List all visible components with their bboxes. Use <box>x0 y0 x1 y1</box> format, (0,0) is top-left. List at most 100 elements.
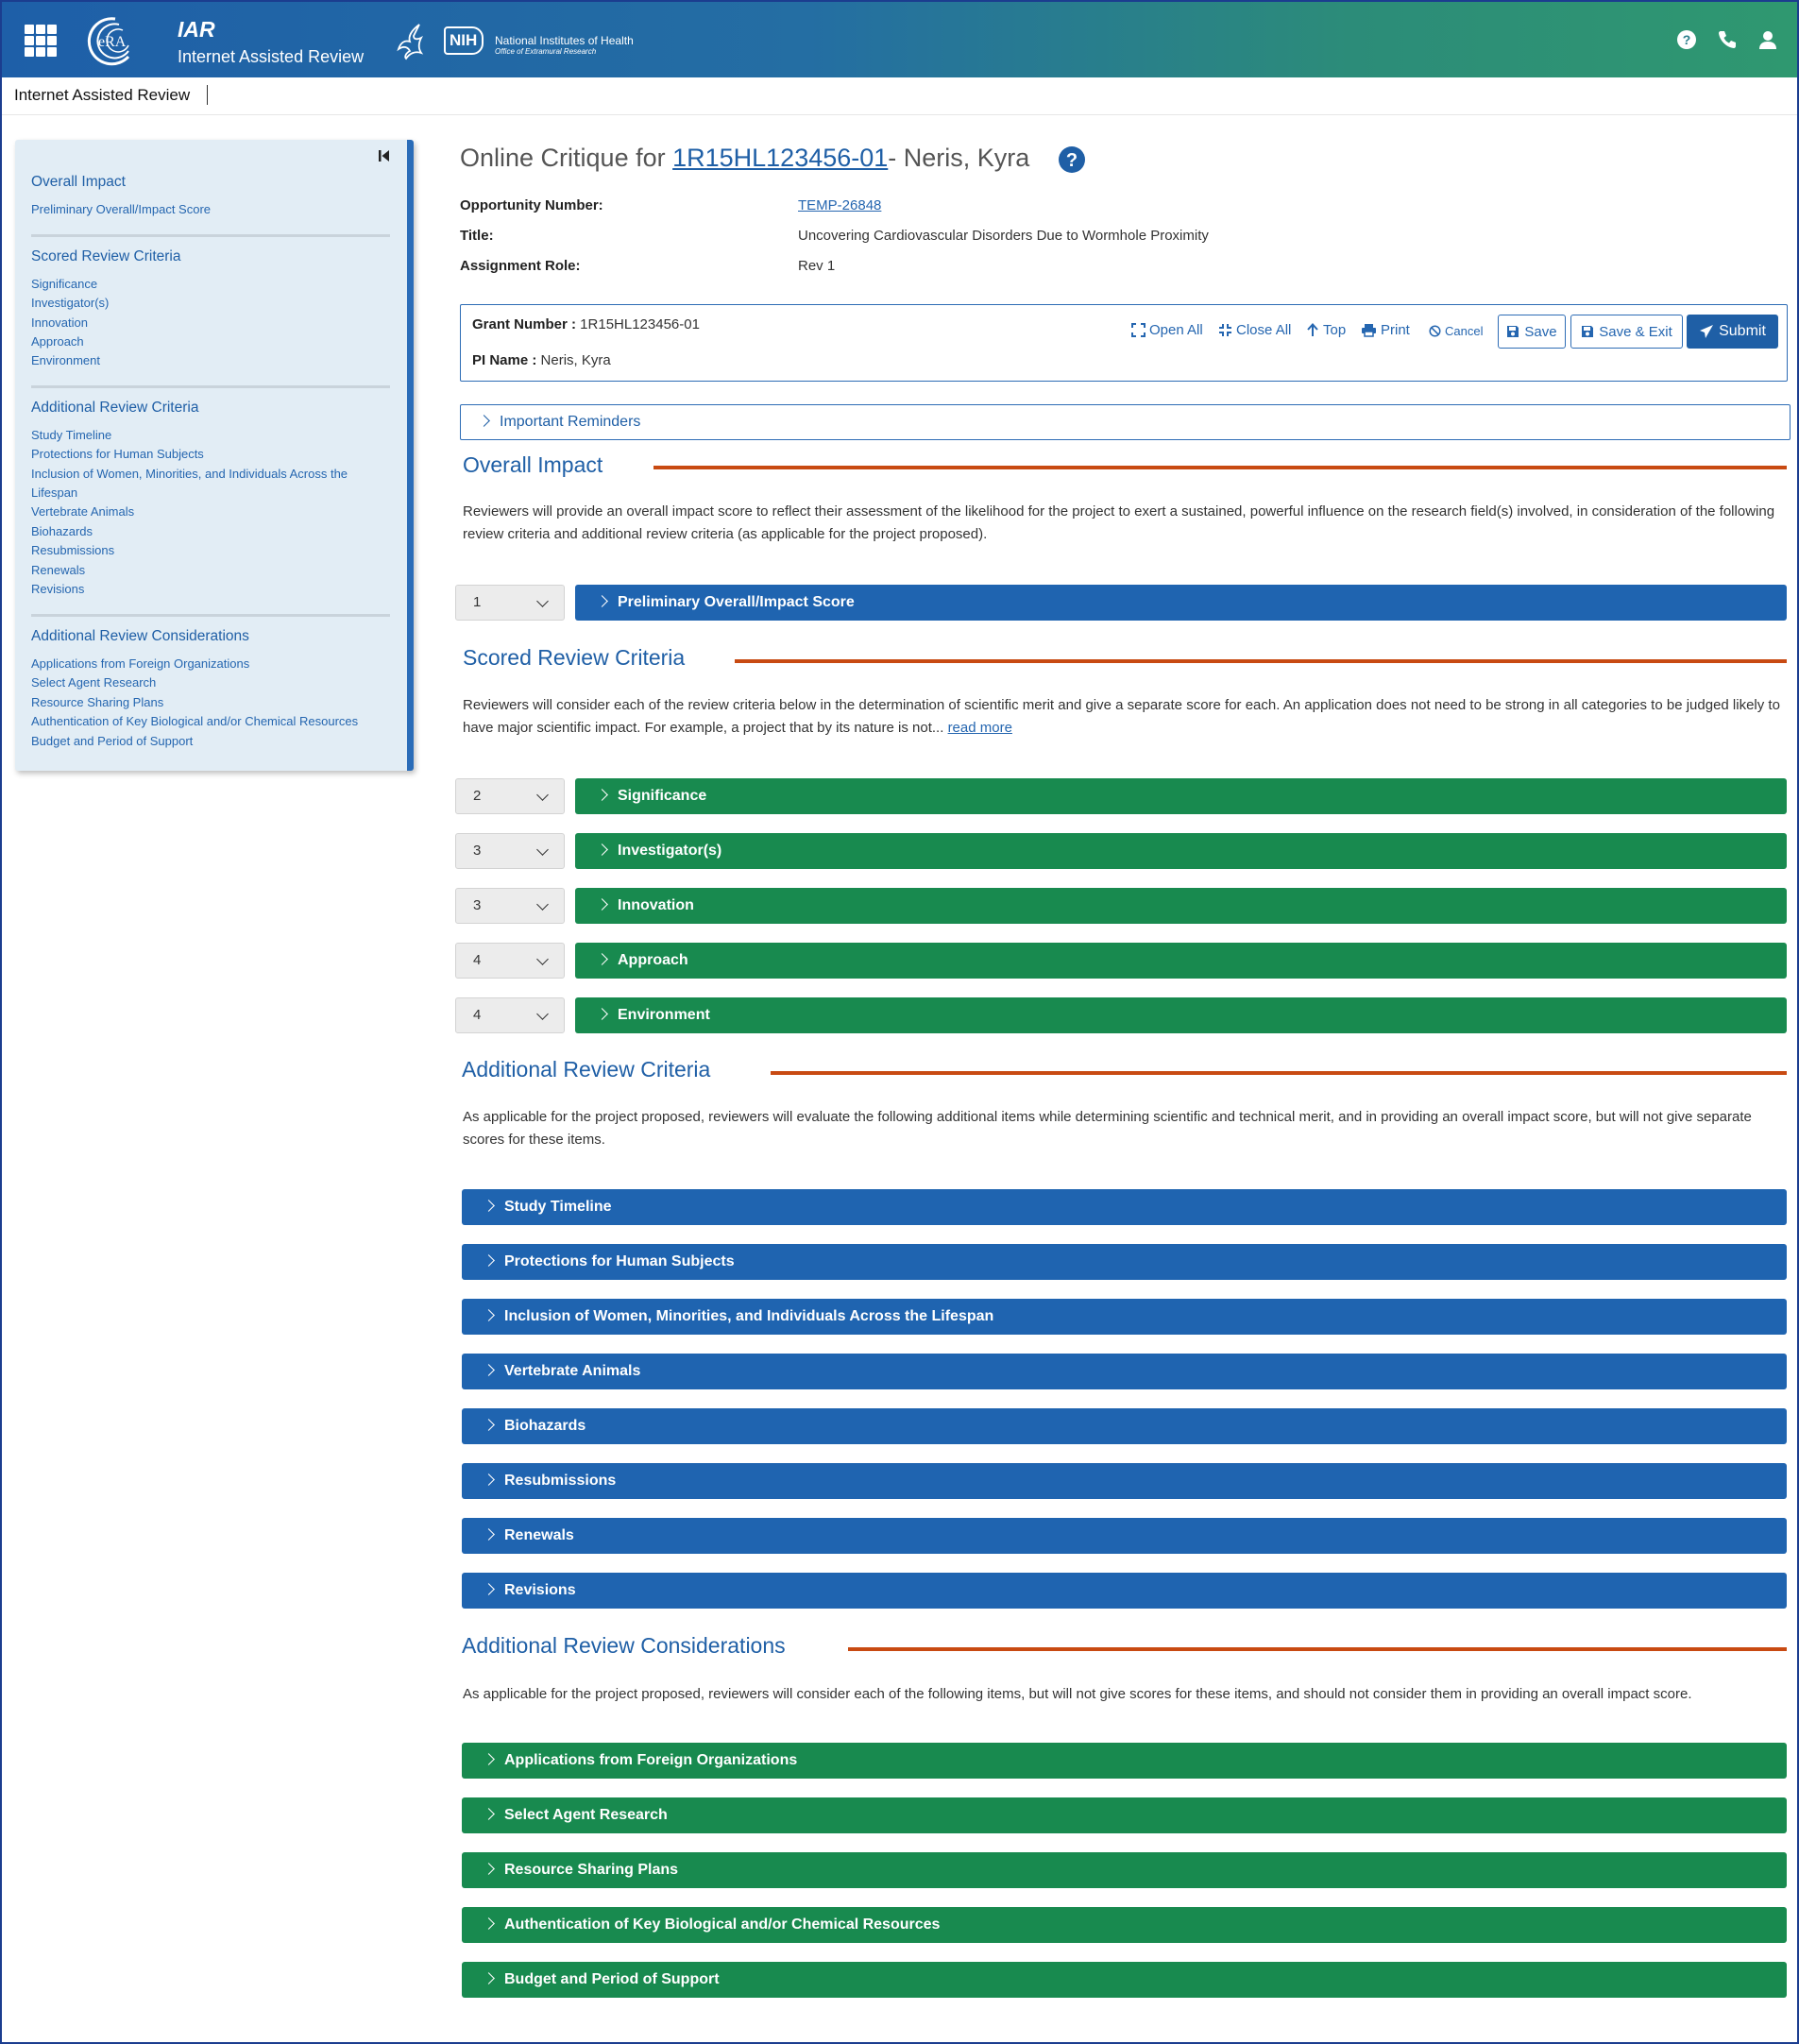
foreign-orgs-accordion[interactable]: Applications from Foreign Organizations <box>462 1743 1787 1779</box>
sub-header: Internet Assisted Review <box>2 77 1797 115</box>
help-icon[interactable]: ? <box>1675 28 1698 51</box>
phone-icon[interactable] <box>1716 28 1739 51</box>
sidebar-link-authentication[interactable]: Authentication of Key Biological and/or … <box>31 714 359 728</box>
foreign-orgs-label: Applications from Foreign Organizations <box>504 1752 798 1768</box>
sidebar-link-resource-sharing[interactable]: Resource Sharing Plans <box>31 695 164 709</box>
save-button[interactable]: Save <box>1498 315 1566 349</box>
sidebar-link-vertebrate-animals[interactable]: Vertebrate Animals <box>31 504 135 519</box>
chevron-right-icon <box>483 1972 495 1984</box>
budget-accordion[interactable]: Budget and Period of Support <box>462 1962 1787 1998</box>
save-exit-button[interactable]: Save & Exit <box>1570 315 1683 349</box>
sidebar-link-revisions[interactable]: Revisions <box>31 582 85 596</box>
sidebar-link-preliminary-score[interactable]: Preliminary Overall/Impact Score <box>31 202 211 216</box>
resource-sharing-accordion[interactable]: Resource Sharing Plans <box>462 1852 1787 1888</box>
inclusion-accordion[interactable]: Inclusion of Women, Minorities, and Indi… <box>462 1299 1787 1335</box>
submit-button[interactable]: Submit <box>1687 315 1778 349</box>
subbar-separator <box>207 85 208 105</box>
biohazards-accordion[interactable]: Biohazards <box>462 1408 1787 1444</box>
sidebar-link-study-timeline[interactable]: Study Timeline <box>31 428 112 442</box>
chevron-right-icon <box>596 898 608 911</box>
sidebar-divider <box>31 385 390 388</box>
investigators-score-select[interactable]: 3 <box>455 833 565 869</box>
renewals-accordion[interactable]: Renewals <box>462 1518 1787 1554</box>
important-reminders-accordion[interactable]: Important Reminders <box>460 404 1791 440</box>
chevron-down-icon <box>536 789 549 801</box>
sidebar-link-biohazards[interactable]: Biohazards <box>31 524 93 538</box>
investigators-accordion[interactable]: Investigator(s) <box>575 833 1787 869</box>
preliminary-score-accordion[interactable]: Preliminary Overall/Impact Score <box>575 585 1787 621</box>
chevron-right-icon <box>483 1808 495 1820</box>
human-subjects-accordion[interactable]: Protections for Human Subjects <box>462 1244 1787 1280</box>
chevron-right-icon <box>483 1917 495 1930</box>
section-divider <box>653 466 1787 469</box>
sidebar-section-considerations[interactable]: Additional Review Considerations <box>31 628 249 644</box>
significance-accordion[interactable]: Significance <box>575 778 1787 814</box>
cancel-button[interactable]: Cancel <box>1429 324 1483 338</box>
sidebar-link-investigators[interactable]: Investigator(s) <box>31 296 110 310</box>
sidebar-link-approach[interactable]: Approach <box>31 334 84 349</box>
sidebar-divider <box>31 234 390 237</box>
role-value: Rev 1 <box>798 258 836 274</box>
vertebrate-animals-accordion[interactable]: Vertebrate Animals <box>462 1354 1787 1389</box>
sidebar-section-additional-criteria[interactable]: Additional Review Criteria <box>31 400 199 416</box>
resubmissions-accordion[interactable]: Resubmissions <box>462 1463 1787 1499</box>
sidebar-link-select-agent[interactable]: Select Agent Research <box>31 675 157 690</box>
top-button[interactable]: Top <box>1306 322 1346 338</box>
chevron-right-icon <box>483 1254 495 1267</box>
collapse-sidebar-icon[interactable] <box>376 147 393 164</box>
sidebar-link-human-subjects[interactable]: Protections for Human Subjects <box>31 447 204 461</box>
page-title-suffix: - Neris, Kyra <box>888 144 1030 172</box>
chevron-right-icon <box>596 953 608 965</box>
grant-number-link[interactable]: 1R15HL123456-01 <box>672 144 889 172</box>
significance-score-value: 2 <box>473 788 482 804</box>
innovation-score-select[interactable]: 3 <box>455 888 565 924</box>
read-more-link[interactable]: read more <box>947 720 1012 736</box>
sidebar-link-innovation[interactable]: Innovation <box>31 315 88 330</box>
authentication-accordion[interactable]: Authentication of Key Biological and/or … <box>462 1907 1787 1943</box>
chevron-right-icon <box>483 1583 495 1595</box>
additional-considerations-description: As applicable for the project proposed, … <box>463 1686 1692 1702</box>
approach-accordion[interactable]: Approach <box>575 943 1787 979</box>
nih-logo-line2: Office of Extramural Research <box>495 47 597 56</box>
top-header: eRA IAR Internet Assisted Review NIH Nat… <box>2 2 1797 77</box>
open-all-button[interactable]: Open All <box>1131 322 1203 338</box>
close-all-button[interactable]: Close All <box>1218 322 1291 338</box>
compress-icon <box>1219 324 1231 336</box>
user-icon[interactable] <box>1757 28 1779 51</box>
study-timeline-accordion[interactable]: Study Timeline <box>462 1189 1787 1225</box>
approach-score-value: 4 <box>473 952 482 968</box>
help-icon[interactable]: ? <box>1058 145 1086 174</box>
sidebar-link-inclusion[interactable]: Inclusion of Women, Minorities, and Indi… <box>31 467 348 481</box>
svg-text:eRA: eRA <box>98 34 127 50</box>
pi-name-value: Neris, Kyra <box>536 352 611 368</box>
title-value: Uncovering Cardiovascular Disorders Due … <box>798 228 1209 244</box>
sidebar-section-overall-impact[interactable]: Overall Impact <box>31 174 126 190</box>
environment-label: Environment <box>618 1007 710 1023</box>
approach-score-select[interactable]: 4 <box>455 943 565 979</box>
expand-icon <box>1131 323 1146 337</box>
significance-score-select[interactable]: 2 <box>455 778 565 814</box>
sidebar-link-significance[interactable]: Significance <box>31 277 98 291</box>
sidebar-link-foreign-orgs[interactable]: Applications from Foreign Organizations <box>31 656 250 671</box>
sidebar-section-scored-criteria[interactable]: Scored Review Criteria <box>31 248 181 264</box>
apps-grid-icon[interactable] <box>25 25 57 57</box>
sidebar-link-budget[interactable]: Budget and Period of Support <box>31 734 194 748</box>
study-timeline-label: Study Timeline <box>504 1199 612 1215</box>
sidebar-link-renewals[interactable]: Renewals <box>31 563 86 577</box>
print-button[interactable]: Print <box>1361 322 1410 338</box>
sidebar-link-environment[interactable]: Environment <box>31 353 100 367</box>
environment-score-select[interactable]: 4 <box>455 997 565 1033</box>
opportunity-number-link[interactable]: TEMP-26848 <box>798 197 882 213</box>
revisions-accordion[interactable]: Revisions <box>462 1573 1787 1609</box>
additional-criteria-description: As applicable for the project proposed, … <box>463 1109 1752 1148</box>
select-agent-accordion[interactable]: Select Agent Research <box>462 1797 1787 1833</box>
overall-score-select[interactable]: 1 <box>455 585 565 621</box>
section-divider <box>735 659 1787 663</box>
environment-accordion[interactable]: Environment <box>575 997 1787 1033</box>
open-all-label: Open All <box>1149 322 1203 338</box>
innovation-accordion[interactable]: Innovation <box>575 888 1787 924</box>
print-label: Print <box>1381 322 1410 338</box>
era-logo[interactable]: eRA <box>76 13 140 66</box>
sidebar-link-resubmissions[interactable]: Resubmissions <box>31 543 115 557</box>
sidebar-link-inclusion-cont[interactable]: Lifespan <box>31 485 78 500</box>
